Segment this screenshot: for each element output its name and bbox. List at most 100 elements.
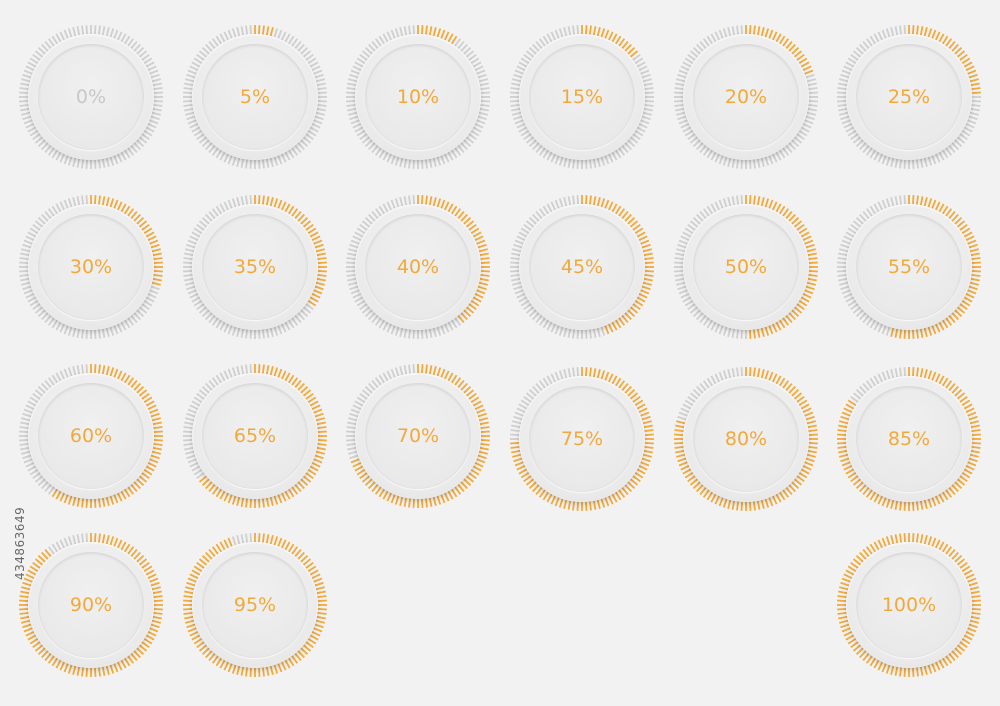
tick-active — [25, 573, 35, 579]
progress-gauge-70: 70% — [343, 361, 493, 511]
tick-inactive — [696, 142, 704, 151]
tick-inactive — [677, 73, 687, 79]
tick-active — [927, 664, 933, 674]
tick-active — [585, 367, 588, 377]
tick-active — [371, 483, 379, 493]
tick-inactive — [450, 149, 458, 159]
tick-active — [791, 389, 800, 397]
tick-active — [457, 483, 465, 493]
tick-inactive — [682, 231, 692, 238]
tick-inactive — [680, 235, 690, 241]
tick-inactive — [184, 107, 194, 112]
tick-inactive — [138, 136, 148, 144]
tick-inactive — [753, 159, 756, 169]
tick-active — [956, 478, 966, 486]
tick-active — [468, 303, 477, 311]
tick-active — [807, 252, 817, 257]
tick-inactive — [350, 119, 360, 125]
tick-inactive — [512, 248, 522, 253]
tick-inactive — [138, 306, 148, 314]
tick-inactive — [32, 392, 41, 400]
tick-active — [117, 492, 123, 502]
tick-inactive — [421, 159, 424, 169]
tick-active — [945, 208, 953, 217]
tick-inactive — [600, 326, 606, 336]
tick-inactive — [19, 261, 29, 264]
tick-active — [145, 465, 155, 472]
tick-active — [287, 657, 295, 667]
tick-active — [837, 612, 847, 615]
tick-inactive — [478, 111, 488, 116]
tick-inactive — [692, 389, 701, 397]
tick-inactive — [403, 365, 408, 375]
tick-active — [317, 612, 327, 615]
tick-inactive — [127, 38, 135, 47]
tick-active — [756, 368, 761, 378]
tick-active — [215, 657, 223, 667]
tick-inactive — [877, 201, 883, 211]
tick-active — [297, 213, 305, 222]
tick-inactive — [890, 369, 895, 379]
tick-active — [807, 424, 817, 429]
tick-active — [865, 489, 873, 498]
tick-active — [840, 581, 850, 587]
tick-inactive — [538, 208, 546, 217]
tick-active — [935, 661, 941, 671]
tick-inactive — [23, 408, 33, 414]
tick-inactive — [187, 119, 197, 125]
tick-inactive — [205, 142, 213, 151]
tick-active — [317, 595, 327, 598]
tick-inactive — [44, 379, 52, 389]
tick-active — [109, 367, 115, 377]
tick-active — [961, 57, 971, 65]
tick-inactive — [764, 156, 770, 166]
tick-active — [300, 555, 309, 563]
tick-active — [196, 641, 205, 649]
tick-inactive — [881, 155, 887, 165]
gauge-knob-face — [202, 383, 308, 489]
tick-inactive — [881, 199, 887, 209]
tick-active — [954, 309, 963, 317]
tick-active — [307, 468, 317, 476]
tick-active — [273, 664, 279, 674]
tick-inactive — [640, 119, 650, 125]
tick-inactive — [27, 400, 37, 407]
tick-inactive — [412, 195, 415, 205]
tick-inactive — [201, 217, 210, 225]
tick-active — [109, 198, 115, 208]
tick-inactive — [447, 151, 454, 161]
tick-inactive — [51, 543, 59, 553]
tick-active — [894, 666, 899, 676]
tick-active — [641, 285, 651, 291]
tick-active — [627, 481, 636, 489]
tick-inactive — [513, 115, 523, 121]
tick-active — [440, 29, 446, 39]
tick-active — [869, 491, 877, 501]
tick-active — [454, 377, 462, 386]
tick-active — [971, 91, 981, 94]
tick-inactive — [72, 27, 77, 37]
gauge-knob-face — [856, 552, 962, 658]
tick-active — [890, 499, 895, 509]
tick-active — [223, 492, 229, 502]
tick-inactive — [223, 31, 229, 41]
tick-inactive — [313, 69, 323, 75]
tick-active — [768, 199, 774, 209]
gauge-knob — [519, 376, 645, 502]
tick-inactive — [572, 329, 575, 339]
tick-inactive — [463, 47, 472, 55]
tick-active — [215, 543, 223, 553]
tick-inactive — [718, 155, 724, 165]
tick-active — [954, 217, 963, 225]
tick-inactive — [186, 115, 196, 121]
tick-active — [350, 458, 360, 464]
tick-active — [963, 231, 973, 238]
tick-inactive — [22, 285, 32, 291]
tick-active — [510, 446, 520, 449]
tick-active — [676, 453, 686, 458]
tick-inactive — [546, 151, 553, 161]
tick-inactive — [227, 155, 233, 165]
tick-active — [191, 569, 201, 576]
tick-inactive — [76, 365, 81, 375]
tick-active — [23, 627, 33, 633]
